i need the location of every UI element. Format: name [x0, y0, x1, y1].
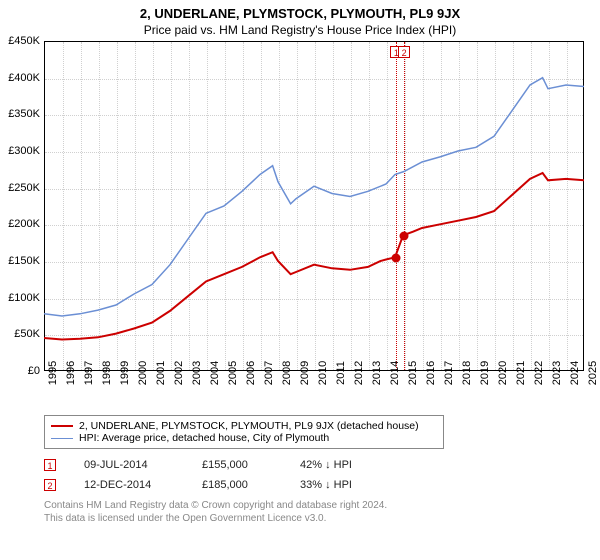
legend-swatch — [51, 438, 73, 439]
chart-area: 12 £0£50K£100K£150K£200K£250K£300K£350K£… — [44, 41, 584, 371]
sale-row: 1 09-JUL-2014 £155,000 42% ↓ HPI — [44, 459, 600, 471]
x-axis-label: 2007 — [263, 361, 275, 385]
y-axis-label: £50K — [14, 328, 40, 340]
x-axis-label: 2005 — [227, 361, 239, 385]
sale-number-box: 2 — [44, 479, 56, 491]
y-axis-label: £100K — [8, 292, 40, 304]
legend-label: HPI: Average price, detached house, City… — [79, 432, 329, 444]
sales-table: 1 09-JUL-2014 £155,000 42% ↓ HPI 2 12-DEC-201… — [44, 459, 600, 491]
legend-swatch — [51, 425, 73, 427]
sale-price: £185,000 — [202, 479, 272, 491]
x-axis-label: 1998 — [101, 361, 113, 385]
legend-row: HPI: Average price, detached house, City… — [51, 432, 437, 444]
x-axis-label: 2012 — [353, 361, 365, 385]
x-axis-label: 2023 — [551, 361, 563, 385]
series-hpi — [44, 78, 584, 316]
sale-number-box: 1 — [44, 459, 56, 471]
x-axis-label: 2013 — [371, 361, 383, 385]
x-axis-label: 2015 — [407, 361, 419, 385]
footer-line-1: Contains HM Land Registry data © Crown c… — [44, 499, 600, 512]
x-axis-label: 1997 — [83, 361, 95, 385]
x-axis-label: 2018 — [461, 361, 473, 385]
x-axis-label: 2024 — [569, 361, 581, 385]
footer: Contains HM Land Registry data © Crown c… — [44, 499, 600, 525]
x-axis-label: 2004 — [209, 361, 221, 385]
y-axis-label: £450K — [8, 35, 40, 47]
x-axis-label: 1995 — [47, 361, 59, 385]
x-axis-label: 2002 — [173, 361, 185, 385]
x-axis-label: 1999 — [119, 361, 131, 385]
x-axis-label: 2008 — [281, 361, 293, 385]
sale-date: 12-DEC-2014 — [84, 479, 174, 491]
legend-row: 2, UNDERLANE, PLYMSTOCK, PLYMOUTH, PL9 9… — [51, 420, 437, 432]
chart-lines — [44, 41, 584, 371]
series-property — [44, 173, 584, 340]
x-axis-label: 2001 — [155, 361, 167, 385]
x-axis-label: 2019 — [479, 361, 491, 385]
footer-line-2: This data is licensed under the Open Gov… — [44, 512, 600, 525]
sale-price: £155,000 — [202, 459, 272, 471]
x-axis-label: 2009 — [299, 361, 311, 385]
x-axis-label: 2016 — [425, 361, 437, 385]
page-title: 2, UNDERLANE, PLYMSTOCK, PLYMOUTH, PL9 9… — [0, 0, 600, 21]
sale-diff: 42% ↓ HPI — [300, 459, 390, 471]
y-axis-label: £350K — [8, 108, 40, 120]
page-subtitle: Price paid vs. HM Land Registry's House … — [0, 21, 600, 41]
x-axis-label: 1996 — [65, 361, 77, 385]
y-axis-label: £300K — [8, 145, 40, 157]
x-axis-label: 2006 — [245, 361, 257, 385]
y-axis-label: £200K — [8, 218, 40, 230]
x-axis-label: 2011 — [335, 361, 347, 385]
legend: 2, UNDERLANE, PLYMSTOCK, PLYMOUTH, PL9 9… — [44, 415, 444, 449]
y-axis-label: £250K — [8, 182, 40, 194]
x-axis-label: 2003 — [191, 361, 203, 385]
x-axis-label: 2025 — [587, 361, 599, 385]
x-axis-label: 2020 — [497, 361, 509, 385]
legend-label: 2, UNDERLANE, PLYMSTOCK, PLYMOUTH, PL9 9… — [79, 420, 419, 432]
x-axis-labels: 1995199619971998199920002001200220032004… — [44, 371, 584, 409]
sale-diff: 33% ↓ HPI — [300, 479, 390, 491]
x-axis-label: 2014 — [389, 361, 401, 385]
x-axis-label: 2000 — [137, 361, 149, 385]
y-axis-label: £0 — [28, 365, 40, 377]
y-axis-label: £150K — [8, 255, 40, 267]
x-axis-label: 2010 — [317, 361, 329, 385]
x-axis-label: 2017 — [443, 361, 455, 385]
x-axis-label: 2021 — [515, 361, 527, 385]
y-axis-label: £400K — [8, 72, 40, 84]
sale-row: 2 12-DEC-2014 £185,000 33% ↓ HPI — [44, 479, 600, 491]
sale-date: 09-JUL-2014 — [84, 459, 174, 471]
x-axis-label: 2022 — [533, 361, 545, 385]
